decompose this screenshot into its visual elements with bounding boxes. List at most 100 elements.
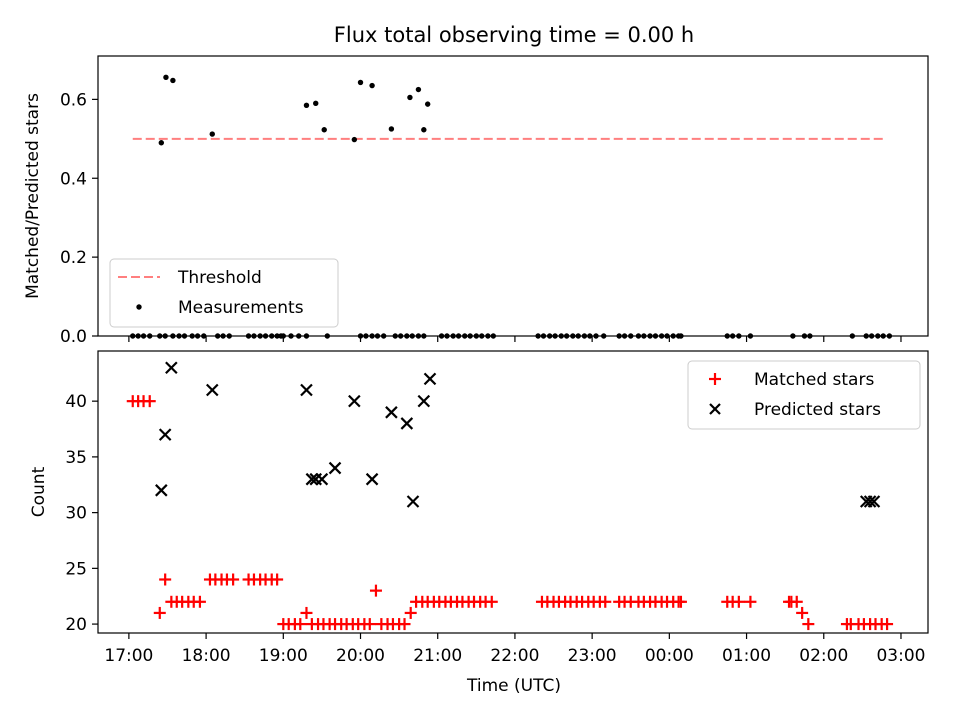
measurement-point — [181, 333, 188, 339]
measurement-point — [357, 79, 364, 86]
measurement-point — [303, 333, 310, 339]
measurement-point — [790, 333, 796, 339]
measurement-point — [535, 333, 541, 339]
predicted-point — [417, 394, 431, 408]
measurement-point — [747, 333, 754, 339]
measurement-point — [162, 333, 168, 339]
measurement-point — [130, 333, 136, 339]
measurement-point — [147, 333, 153, 339]
measurement-point — [652, 333, 659, 339]
matched-point — [159, 573, 172, 586]
measurement-point — [251, 333, 257, 339]
measurement-point — [485, 333, 491, 339]
measurement-point — [558, 333, 564, 339]
matched-point — [271, 573, 284, 586]
measurement-point — [194, 333, 201, 339]
measurement-point — [801, 333, 808, 339]
measurement-point — [641, 333, 647, 339]
matched-point — [796, 606, 809, 619]
bottom-axes-frame — [97, 350, 929, 634]
measurement-point — [397, 333, 404, 339]
x-tick-label: 18:00 — [182, 646, 231, 666]
measurement-point — [140, 333, 147, 339]
measurement-point — [729, 333, 736, 339]
predicted-legend-label: Predicted stars — [754, 400, 881, 420]
measurement-point — [849, 333, 856, 339]
measurement-point — [868, 333, 875, 339]
predicted-point — [863, 495, 877, 508]
measurement-point — [296, 333, 302, 339]
measurement-point — [278, 333, 284, 339]
measurement-point — [581, 333, 588, 339]
measurement-point — [201, 333, 207, 339]
measurement-point — [601, 333, 607, 339]
measurement-point — [421, 333, 427, 339]
top-x-ticks — [128, 336, 902, 342]
bottom-y-ticks: 20 25 30 35 40 — [65, 392, 98, 635]
matched-point — [369, 584, 382, 597]
matched-point — [193, 595, 206, 608]
measurement-point — [415, 333, 422, 339]
measurement-point — [135, 333, 141, 339]
predicted-point — [867, 495, 881, 508]
chart-title: Flux total observing time = 0.00 h — [334, 23, 694, 47]
x-tick-label: 22:00 — [490, 646, 539, 666]
measurement-point — [863, 333, 869, 339]
predicted-point — [315, 472, 329, 486]
measurement-point — [570, 333, 576, 339]
measurement-point — [363, 333, 369, 339]
measurement-point — [473, 333, 480, 339]
measurement-point — [563, 333, 570, 339]
measurement-point — [321, 127, 327, 133]
measurement-point — [807, 333, 813, 339]
matched-point — [300, 606, 313, 619]
measurement-point — [479, 333, 485, 339]
top-y-tick-label: 0.4 — [60, 169, 87, 189]
measurement-point — [209, 131, 215, 137]
matched-point — [398, 618, 411, 631]
measurement-point — [369, 82, 375, 89]
measurement-point — [404, 333, 410, 339]
predicted-point — [165, 361, 178, 374]
measurement-point — [635, 333, 642, 339]
measurement-point — [324, 333, 331, 339]
matched-point — [153, 606, 166, 619]
predicted-point — [423, 372, 437, 386]
measurement-point — [587, 333, 593, 339]
predicted-point — [205, 383, 219, 397]
measurement-point — [424, 101, 431, 107]
measurement-point — [220, 333, 226, 339]
x-tick-label: 01:00 — [722, 646, 771, 666]
bottom-x-ticks: 17:00 18:00 19:00 20:00 21:00 22:00 23:00 00:00… — [104, 633, 925, 666]
measurement-point — [388, 126, 395, 132]
measurement-point — [351, 136, 358, 143]
top-y-axis-label: Matched/Predicted stars — [23, 93, 43, 299]
top-legend-box — [109, 258, 339, 328]
measurement-point — [274, 333, 280, 339]
matched-point — [404, 606, 417, 619]
threshold-legend-label: Threshold — [177, 268, 262, 288]
measurement-point — [621, 333, 628, 339]
bottom-y-tick-label: 40 — [65, 392, 87, 412]
predicted-point — [155, 484, 168, 497]
measurement-point — [664, 333, 670, 339]
bottom-panel: 20 25 30 35 40 17:00 18:00 19:00 20:00 21:00 22:0… — [29, 350, 929, 696]
measurement-point — [886, 333, 893, 339]
measurement-point — [490, 333, 497, 339]
x-tick-label: 17:00 — [104, 646, 153, 666]
measurement-point — [262, 333, 269, 339]
top-y-ticks: 0.0 0.2 0.4 0.6 — [60, 90, 98, 347]
measurement-point — [189, 333, 195, 339]
bottom-legend: Matched stars Predicted stars — [687, 360, 921, 430]
measurement-point — [245, 333, 252, 339]
matched-point — [744, 595, 757, 608]
matched-point — [674, 595, 687, 608]
matched-legend-label: Matched stars — [754, 370, 874, 390]
measurement-point — [628, 333, 634, 339]
measurement-point — [407, 94, 413, 101]
bottom-y-tick-label: 35 — [65, 448, 87, 468]
bottom-y-tick-label: 20 — [65, 615, 87, 635]
matched-point — [363, 618, 376, 631]
measurement-point — [409, 333, 415, 339]
matched-point — [599, 595, 612, 608]
